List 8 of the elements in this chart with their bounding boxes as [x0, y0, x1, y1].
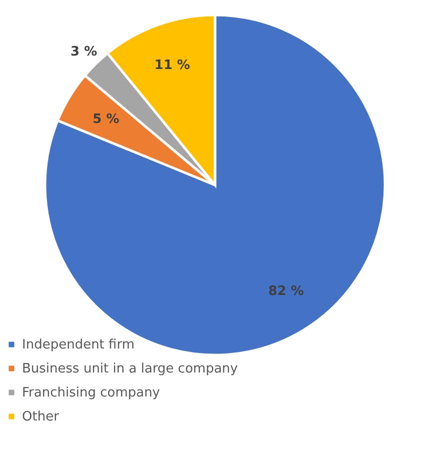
- data-label: 3 %: [70, 44, 98, 60]
- data-label: 5 %: [92, 112, 120, 127]
- legend-label: Business unit in a large company: [22, 362, 238, 376]
- data-label: 82 %: [268, 284, 304, 299]
- data-label: 11 %: [154, 58, 190, 73]
- legend-label: Other: [22, 410, 60, 424]
- legend-label: Independent firm: [22, 338, 134, 352]
- legend-label: Franchising company: [22, 386, 160, 400]
